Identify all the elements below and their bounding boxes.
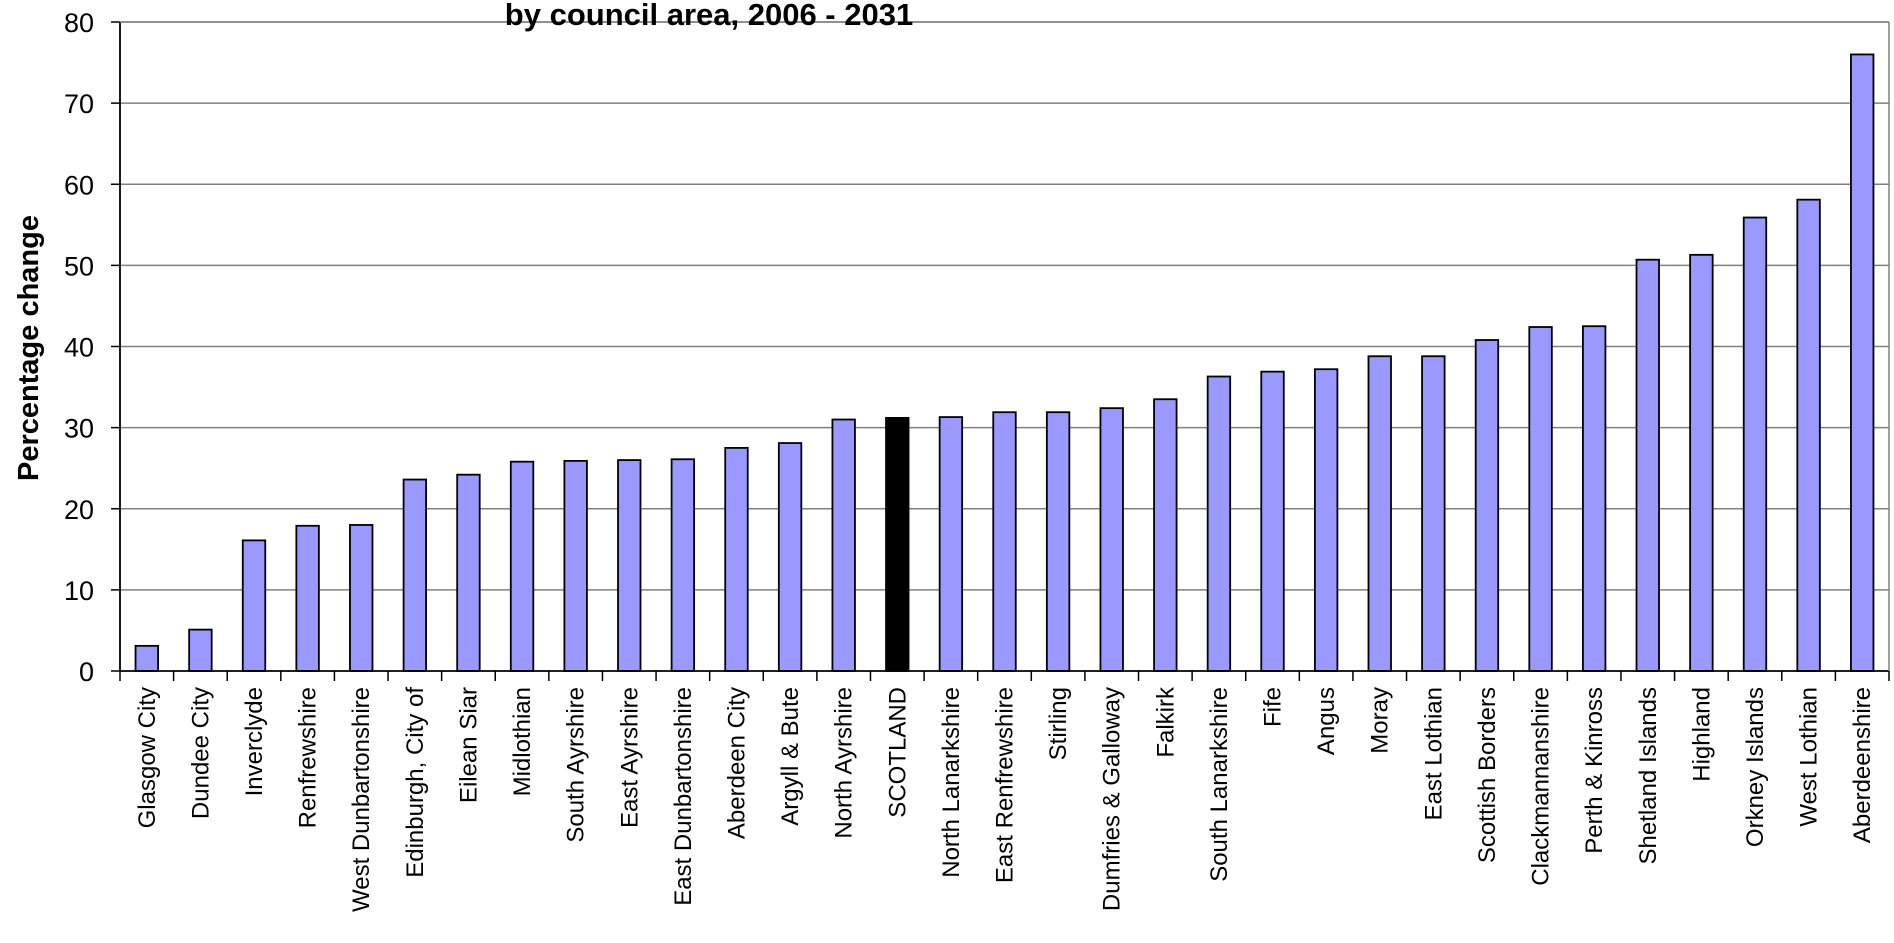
bar <box>831 418 856 672</box>
bar <box>563 459 588 672</box>
x-category-label: Falkirk <box>1152 686 1179 758</box>
bar <box>724 447 749 672</box>
x-category-label: Argyll & Bute <box>777 687 804 826</box>
x-category-label: Renfrewshire <box>295 687 322 828</box>
bars <box>134 53 1875 672</box>
bar <box>1313 368 1339 672</box>
y-tick-label: 60 <box>64 170 94 200</box>
x-category-label: Angus <box>1313 687 1340 755</box>
bar <box>1742 216 1768 672</box>
bar <box>1367 355 1392 672</box>
y-tick-label: 50 <box>64 251 94 281</box>
bar <box>1099 407 1124 672</box>
bar <box>1474 339 1500 672</box>
x-category-label: Midlothian <box>509 687 536 796</box>
x-category-label: Dumfries & Galloway <box>1099 687 1126 911</box>
x-category-label: Glasgow City <box>134 687 161 828</box>
bar <box>509 460 535 672</box>
bar <box>1045 411 1071 672</box>
x-category-label: Stirling <box>1045 687 1072 760</box>
axes <box>111 21 1890 681</box>
y-tick-label: 40 <box>64 333 94 363</box>
x-category-label: Dundee City <box>187 687 214 819</box>
x-category-label: Orkney Islands <box>1742 687 1769 847</box>
x-category-label: SCOTLAND <box>884 687 911 818</box>
chart-title: by council area, 2006 - 2031 <box>505 0 913 32</box>
x-category-label: South Lanarkshire <box>1206 687 1233 882</box>
y-tick-label: 80 <box>64 8 94 38</box>
bar <box>402 478 427 672</box>
x-category-label: Aberdeenshire <box>1849 687 1876 843</box>
x-category-label: East Renfrewshire <box>992 687 1019 883</box>
x-category-label: Aberdeen City <box>723 687 750 839</box>
bar-highlight <box>885 416 910 672</box>
bar <box>992 411 1017 672</box>
y-tick-label: 70 <box>64 89 94 119</box>
y-tick-label: 30 <box>64 414 94 444</box>
y-axis-label: Percentage change <box>13 215 45 481</box>
bar <box>1850 53 1875 672</box>
x-category-label: Perth & Kinross <box>1581 687 1608 854</box>
x-category-label: Eilean Siar <box>455 687 482 803</box>
bar <box>1206 375 1232 672</box>
bar <box>938 416 964 672</box>
x-category-label: East Dunbartonshire <box>670 687 697 906</box>
bar <box>456 473 481 672</box>
bar <box>1421 355 1446 672</box>
bar <box>617 459 642 672</box>
bar <box>1153 398 1178 672</box>
x-category-label: Moray <box>1367 687 1394 754</box>
x-tick-labels: Glasgow City Dundee City Inverclyde Renfrew… <box>134 686 1876 912</box>
bar <box>1582 325 1607 672</box>
x-category-label: East Ayrshire <box>616 687 643 828</box>
x-category-label: Fife <box>1260 687 1287 727</box>
x-category-label: Shetland Islands <box>1635 687 1662 864</box>
bar <box>295 524 320 672</box>
x-category-label: Inverclyde <box>241 687 268 796</box>
bar <box>241 539 267 672</box>
bar <box>349 524 374 672</box>
x-category-label: Highland <box>1688 687 1715 782</box>
y-tick-label: 0 <box>79 657 94 687</box>
x-category-label: Scottish Borders <box>1474 687 1501 863</box>
bar <box>1689 253 1714 672</box>
x-category-label: Clackmannanshire <box>1528 687 1555 886</box>
y-tick-labels: 0 10 20 30 40 50 60 70 80 <box>64 8 94 687</box>
y-tick-label: 20 <box>64 495 94 525</box>
bar <box>134 644 159 672</box>
bar <box>188 628 213 672</box>
x-category-label: North Lanarkshire <box>938 687 965 878</box>
x-category-label: East Lothian <box>1420 687 1447 820</box>
bar <box>777 442 803 672</box>
x-category-label: South Ayrshire <box>563 687 590 843</box>
x-category-label: West Lothian <box>1796 687 1823 827</box>
y-tick-label: 10 <box>64 576 94 606</box>
bar <box>670 458 696 672</box>
bar <box>1528 326 1553 672</box>
bar <box>1260 370 1285 672</box>
x-category-label: Edinburgh, City of <box>402 687 429 878</box>
x-category-label: West Dunbartonshire <box>348 687 375 912</box>
bar <box>1635 258 1660 672</box>
x-category-label: North Ayrshire <box>831 687 858 839</box>
bar <box>1796 198 1821 672</box>
